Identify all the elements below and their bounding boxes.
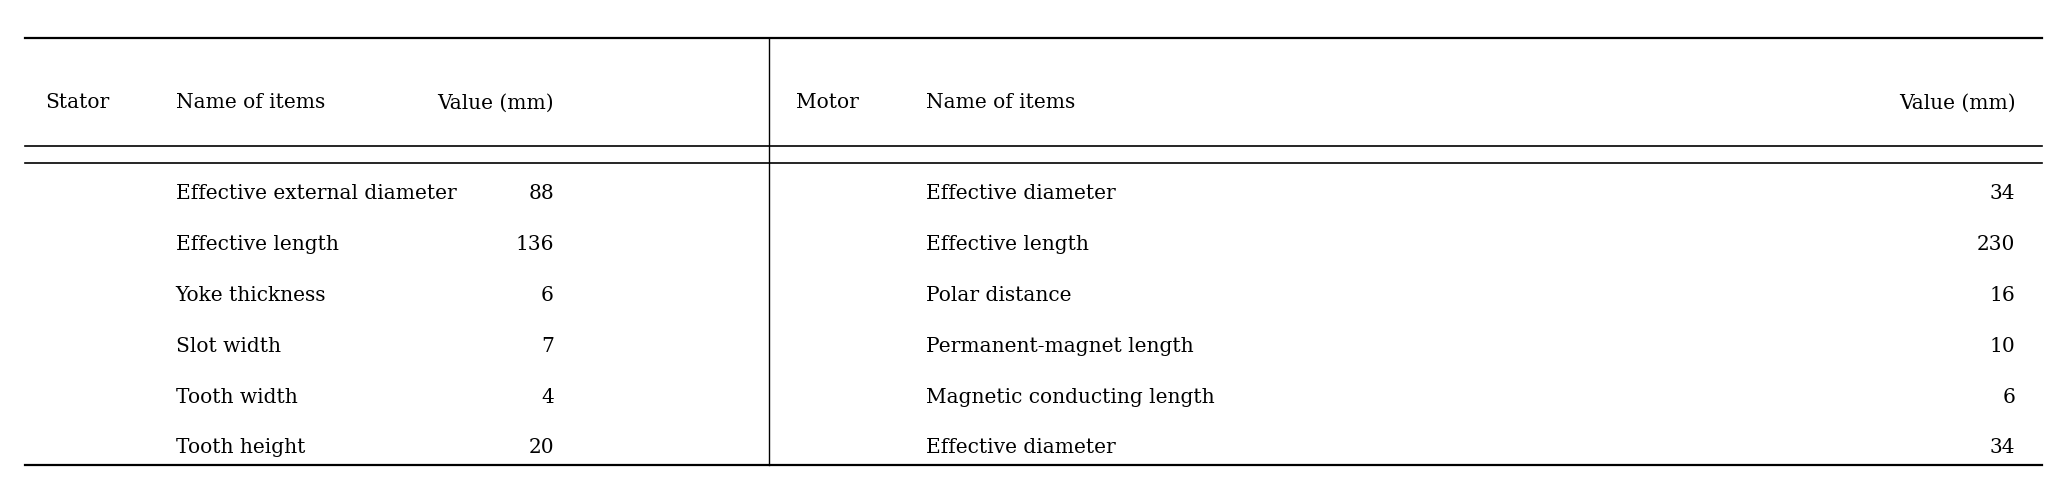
Text: Effective length: Effective length bbox=[176, 235, 339, 254]
Text: Stator: Stator bbox=[45, 93, 110, 113]
Text: 16: 16 bbox=[1991, 286, 2015, 305]
Text: 20: 20 bbox=[529, 438, 554, 457]
Text: 6: 6 bbox=[2003, 388, 2015, 407]
Text: 136: 136 bbox=[515, 235, 554, 254]
Text: 88: 88 bbox=[529, 184, 554, 204]
Text: Tooth width: Tooth width bbox=[176, 388, 298, 407]
Text: Slot width: Slot width bbox=[176, 337, 281, 356]
Text: Value (mm): Value (mm) bbox=[438, 93, 554, 113]
Text: 10: 10 bbox=[1991, 337, 2015, 356]
Text: Value (mm): Value (mm) bbox=[1900, 93, 2015, 113]
Text: Tooth height: Tooth height bbox=[176, 438, 306, 457]
Text: Motor: Motor bbox=[796, 93, 858, 113]
Text: 6: 6 bbox=[542, 286, 554, 305]
Text: Name of items: Name of items bbox=[926, 93, 1075, 113]
Text: Magnetic conducting length: Magnetic conducting length bbox=[926, 388, 1215, 407]
Text: Permanent-magnet length: Permanent-magnet length bbox=[926, 337, 1193, 356]
Text: Effective length: Effective length bbox=[926, 235, 1089, 254]
Text: 34: 34 bbox=[1991, 438, 2015, 457]
Text: Effective external diameter: Effective external diameter bbox=[176, 184, 457, 204]
Text: 230: 230 bbox=[1976, 235, 2015, 254]
Text: 7: 7 bbox=[542, 337, 554, 356]
Text: Name of items: Name of items bbox=[176, 93, 325, 113]
Text: Polar distance: Polar distance bbox=[926, 286, 1071, 305]
Text: Effective diameter: Effective diameter bbox=[926, 184, 1116, 204]
Text: Effective diameter: Effective diameter bbox=[926, 438, 1116, 457]
Text: 4: 4 bbox=[542, 388, 554, 407]
Text: Yoke thickness: Yoke thickness bbox=[176, 286, 327, 305]
Text: 34: 34 bbox=[1991, 184, 2015, 204]
